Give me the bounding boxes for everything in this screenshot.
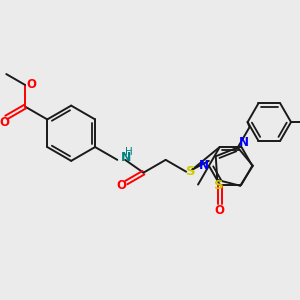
Text: O: O bbox=[215, 204, 225, 217]
Text: O: O bbox=[116, 179, 126, 192]
Text: O: O bbox=[0, 116, 9, 129]
Text: N: N bbox=[199, 159, 209, 172]
Text: O: O bbox=[26, 78, 36, 92]
Text: N: N bbox=[121, 152, 132, 164]
Text: H: H bbox=[125, 147, 133, 157]
Text: S: S bbox=[214, 179, 224, 192]
Text: S: S bbox=[186, 165, 196, 178]
Text: N: N bbox=[238, 136, 248, 148]
